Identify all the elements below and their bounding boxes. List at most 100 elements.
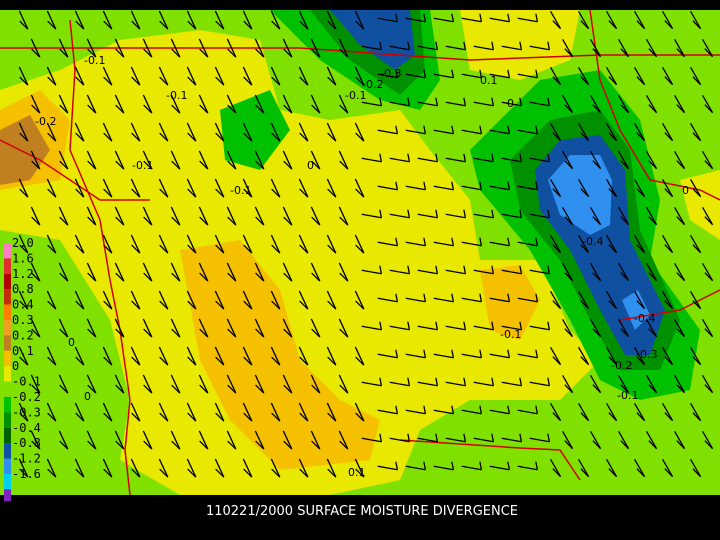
- wind-barb-flag: [19, 76, 29, 86]
- wind-barb: [130, 234, 141, 254]
- wind-barb-flag: [243, 300, 253, 310]
- wind-barb-flag: [355, 188, 365, 198]
- wind-barb-flag: [187, 300, 197, 310]
- wind-barb-flag: [463, 265, 467, 274]
- wind-barb-flag: [491, 265, 495, 274]
- wind-barb: [562, 263, 574, 281]
- field-orange: [180, 240, 380, 470]
- wind-barb-flag: [143, 272, 153, 282]
- wind-barb-flag: [339, 48, 349, 58]
- wind-barb: [86, 374, 97, 394]
- wind-barb-flag: [564, 440, 574, 450]
- border: [619, 289, 720, 321]
- wind-barb: [282, 318, 293, 338]
- legend-swatch: [4, 397, 11, 413]
- wind-barb: [405, 409, 426, 415]
- wind-barb-flag: [283, 216, 293, 226]
- wind-barb: [550, 291, 562, 309]
- wind-barb: [102, 402, 113, 422]
- wind-barb-flag: [592, 160, 602, 170]
- wind-barb-flag: [47, 300, 57, 310]
- wind-barb: [18, 122, 29, 142]
- wind-barb: [618, 263, 630, 281]
- wind-barb: [634, 235, 646, 253]
- wind-barb: [58, 262, 69, 282]
- legend-swatch: [4, 381, 11, 397]
- wind-barb: [606, 67, 618, 85]
- wind-barb-flag: [580, 356, 590, 366]
- wind-barb: [186, 234, 197, 254]
- wind-barb-flag: [507, 69, 511, 78]
- wind-barb: [74, 178, 85, 198]
- wind-barb-flag: [227, 384, 237, 394]
- wind-barb: [170, 262, 181, 282]
- wind-barb: [517, 297, 538, 303]
- wind-barb-flag: [327, 76, 337, 86]
- wind-barb-flag: [552, 20, 562, 30]
- wind-barb: [606, 235, 618, 253]
- wind-barb: [114, 430, 125, 450]
- legend-swatch: [4, 320, 11, 336]
- wind-barb: [186, 346, 197, 366]
- wind-barb: [417, 381, 438, 387]
- wind-barb-flag: [648, 48, 658, 58]
- wind-barb-flag: [227, 216, 237, 226]
- wind-barb: [30, 38, 41, 58]
- wind-barb-flag: [311, 104, 321, 114]
- wind-barb-flag: [608, 356, 618, 366]
- wind-barb: [30, 318, 41, 338]
- border: [0, 139, 150, 201]
- wind-barb-flag: [620, 384, 630, 394]
- wind-barb-flag: [704, 160, 714, 170]
- wind-barb-flag: [463, 153, 467, 162]
- wind-barb: [606, 459, 618, 477]
- wind-barb-flag: [664, 356, 674, 366]
- wind-barb-flag: [423, 405, 427, 414]
- wind-barb: [270, 458, 281, 478]
- wind-barb-flag: [395, 181, 399, 190]
- wind-barb: [489, 353, 510, 359]
- legend-label: -1.6: [12, 467, 41, 481]
- wind-barb-flag: [564, 216, 574, 226]
- wind-barb: [354, 402, 365, 422]
- wind-barb: [662, 347, 674, 365]
- wind-barb-flag: [75, 20, 85, 30]
- wind-barb: [433, 241, 454, 247]
- wind-barb-flag: [271, 188, 281, 198]
- wind-barb-flag: [87, 160, 97, 170]
- wind-barb-flag: [379, 97, 383, 106]
- wind-barb: [578, 291, 590, 309]
- wind-barb-flag: [215, 412, 225, 422]
- wind-barb-flag: [271, 468, 281, 478]
- wind-barb: [18, 234, 29, 254]
- wind-barb-flag: [435, 153, 439, 162]
- wind-barb-flag: [636, 300, 646, 310]
- wind-barb-flag: [227, 440, 237, 450]
- wind-barb: [646, 263, 658, 281]
- wind-barb-flag: [19, 132, 29, 142]
- wind-barb: [242, 10, 253, 30]
- legend-swatch: [4, 443, 11, 459]
- wind-barb: [354, 122, 365, 142]
- wind-barb-flag: [423, 125, 427, 134]
- wind-barb-flag: [704, 272, 714, 282]
- wind-barb: [282, 262, 293, 282]
- wind-barb-flag: [19, 20, 29, 30]
- wind-barb: [354, 178, 365, 198]
- wind-barb-flag: [507, 125, 511, 134]
- wind-barb: [590, 375, 602, 393]
- wind-barb: [461, 185, 482, 191]
- wind-barb-flag: [648, 384, 658, 394]
- wind-barb-flag: [283, 272, 293, 282]
- wind-barb: [74, 346, 85, 366]
- wind-barb: [158, 290, 169, 310]
- wind-barb: [618, 319, 630, 337]
- wind-barb-flag: [227, 48, 237, 58]
- wind-barb: [102, 10, 113, 30]
- wind-barb-flag: [159, 300, 169, 310]
- wind-barb: [270, 122, 281, 142]
- wind-barb-flag: [676, 160, 686, 170]
- wind-barb: [158, 122, 169, 142]
- wind-barb: [529, 381, 550, 387]
- wind-barb: [130, 346, 141, 366]
